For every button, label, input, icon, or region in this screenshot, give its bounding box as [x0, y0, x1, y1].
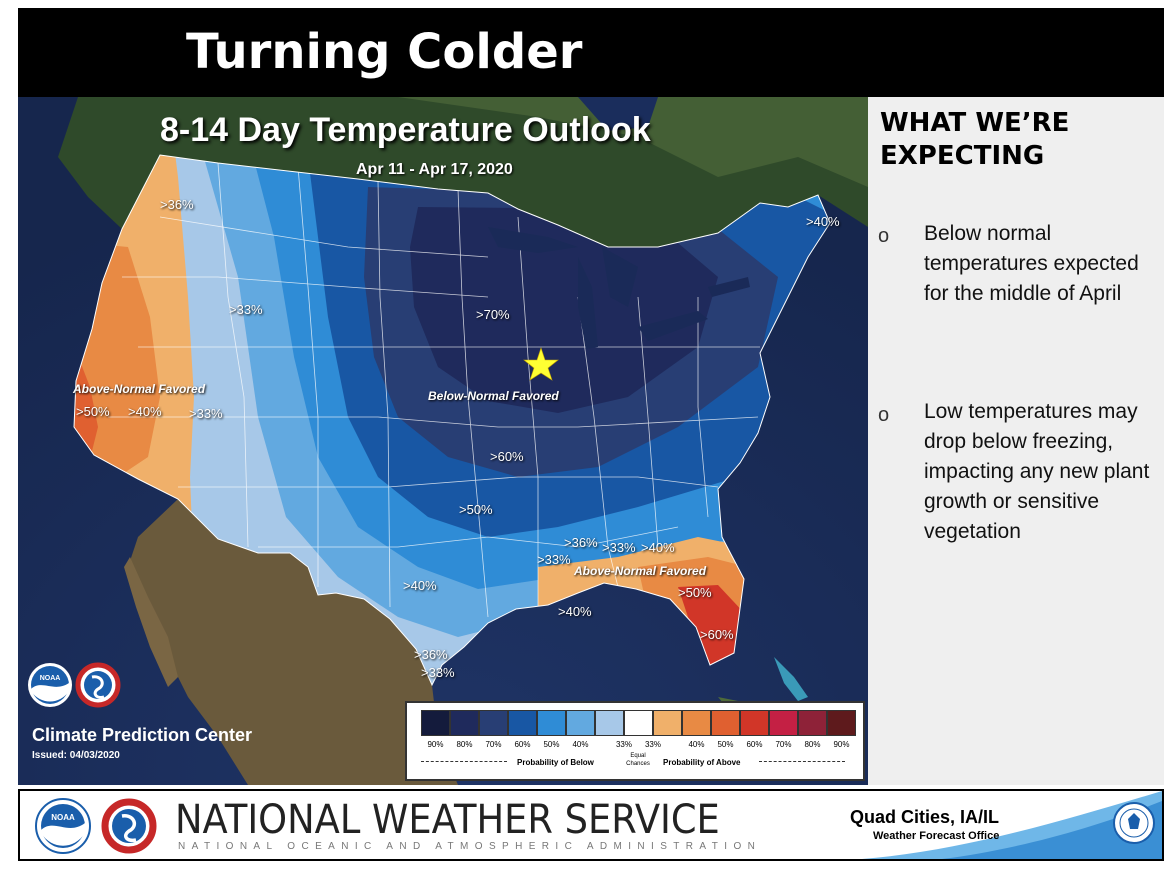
- legend-swatch: [798, 710, 827, 736]
- legend-swatch: [566, 710, 595, 736]
- legend-swatch: [653, 710, 682, 736]
- svg-text:NOAA: NOAA: [51, 813, 75, 822]
- title-bar: Turning Colder: [18, 8, 1164, 97]
- label-33-south: >33%: [602, 540, 636, 555]
- label-40-south: >40%: [641, 540, 675, 555]
- probability-legend: 90% 80% 70% 60% 50% 40% 33% 33% 40% 50% 60% 70% 80% 9…: [405, 701, 865, 781]
- label-60: >60%: [490, 449, 524, 464]
- label-33-texas: >33%: [421, 665, 455, 680]
- mexico-land: [128, 499, 458, 785]
- noaa-logo-left: NOAA: [28, 663, 72, 707]
- label-33-west-warm: >33%: [189, 406, 223, 421]
- legend-swatch: [682, 710, 711, 736]
- map-title: 8-14 Day Temperature Outlook: [160, 111, 651, 149]
- baja: [124, 557, 178, 687]
- legend-tick-label: 40%: [572, 740, 589, 749]
- region-above-west: Above-Normal Favored: [73, 382, 206, 396]
- label-60-florida: >60%: [700, 627, 734, 642]
- outlook-map: NOAA 8-14 Day Temperature Outlook Apr 11…: [18, 97, 868, 785]
- legend-tick-label: 80%: [804, 740, 821, 749]
- nws-logo-left: [75, 662, 121, 708]
- legend-below-arrow: [421, 761, 507, 762]
- region-above-southeast: Above-Normal Favored: [574, 564, 707, 578]
- label-40-gulf: >40%: [558, 604, 592, 619]
- legend-swatch: [479, 710, 508, 736]
- footer-banner: NOAA NATIONAL WEATHER SERVICE NATIONAL O…: [18, 789, 1164, 861]
- commerce-seal-icon: [1113, 802, 1155, 844]
- legend-swatch: [595, 710, 624, 736]
- label-70: >70%: [476, 307, 510, 322]
- nws-logo-icon: [101, 798, 157, 854]
- cpc-issued: Issued: 04/03/2020: [32, 750, 120, 761]
- star-marker: [523, 347, 559, 381]
- legend-tick-label: 90%: [427, 740, 444, 749]
- map-graphic: NOAA: [18, 97, 868, 785]
- state-borders: [108, 162, 760, 618]
- label-36-southeast: >36%: [564, 535, 598, 550]
- bullet-marker-2: o: [878, 404, 890, 426]
- office-subtitle: Weather Forecast Office: [873, 830, 1000, 842]
- label-40-west: >40%: [128, 404, 162, 419]
- legend-swatch: [827, 710, 856, 736]
- legend-swatch: [508, 710, 537, 736]
- legend-above-arrow: [759, 761, 845, 762]
- agency-name: NATIONAL WEATHER SERVICE: [175, 797, 720, 843]
- label-50: >50%: [459, 502, 493, 517]
- legend-tick-label: 80%: [456, 740, 473, 749]
- hudson-bay: [578, 97, 658, 131]
- parent-agency-name: NATIONAL OCEANIC AND ATMOSPHERIC ADMINIS…: [178, 841, 762, 852]
- legend-swatch: [769, 710, 798, 736]
- bullet-text-2: Low temperatures may drop below freezing…: [924, 400, 1150, 543]
- legend-tick-label: 70%: [485, 740, 502, 749]
- legend-tick-label: 33%: [644, 740, 661, 749]
- panel-heading-line2: EXPECTING: [880, 141, 1045, 171]
- label-36-nw: >36%: [160, 197, 194, 212]
- cpc-name: Climate Prediction Center: [32, 725, 253, 745]
- legend-tick-label: 70%: [775, 740, 792, 749]
- label-33-west: >33%: [229, 302, 263, 317]
- slide: Turning Colder: [18, 8, 1164, 864]
- label-40-northeast: >40%: [806, 214, 840, 229]
- canada-land-light: [398, 97, 868, 187]
- bahamas: [774, 657, 808, 701]
- legend-swatch: [740, 710, 769, 736]
- panel-heading-line1: WHAT WE’RE: [880, 108, 1070, 138]
- legend-above-caption: Probability of Above: [663, 758, 741, 767]
- label-50-west: >50%: [76, 404, 110, 419]
- label-40: >40%: [403, 578, 437, 593]
- legend-swatch: [450, 710, 479, 736]
- legend-tick-label: 60%: [746, 740, 763, 749]
- slide-title: Turning Colder: [186, 24, 583, 80]
- legend-tick-label: 50%: [717, 740, 734, 749]
- bullet-marker-1: o: [878, 225, 890, 247]
- legend-swatch: [537, 710, 566, 736]
- legend-swatch: [421, 710, 450, 736]
- svg-text:NOAA: NOAA: [40, 675, 61, 682]
- legend-tick-label: 50%: [543, 740, 560, 749]
- legend-tick-label: 90%: [833, 740, 850, 749]
- probability-contours: [74, 155, 830, 685]
- footer-band-graphic: [862, 791, 1162, 859]
- office-name: Quad Cities, IA/IL: [850, 807, 1000, 827]
- panel-heading: WHAT WE’RE EXPECTING: [880, 107, 1069, 173]
- legend-swatch: [624, 710, 653, 736]
- expectations-panel: WHAT WE’RE EXPECTING o Below normal temp…: [868, 97, 1164, 785]
- label-50-florida: >50%: [678, 585, 712, 600]
- legend-tick-label: 60%: [514, 740, 531, 749]
- map-dates: Apr 11 - Apr 17, 2020: [356, 161, 513, 178]
- legend-tick-label: 33%: [615, 740, 632, 749]
- legend-tick-label: 40%: [688, 740, 705, 749]
- great-lakes: [488, 227, 750, 349]
- us-outline: [73, 154, 831, 687]
- noaa-logo-icon: NOAA: [35, 798, 91, 854]
- region-below: Below-Normal Favored: [428, 389, 559, 403]
- legend-equal-chances: Equal Chances: [626, 753, 650, 767]
- bullet-text-1: Below normal temperatures expected for t…: [924, 222, 1139, 305]
- label-36-texas: >36%: [414, 647, 448, 662]
- legend-below-caption: Probability of Below: [517, 758, 594, 767]
- label-33-southeast: >33%: [537, 552, 571, 567]
- legend-swatch: [711, 710, 740, 736]
